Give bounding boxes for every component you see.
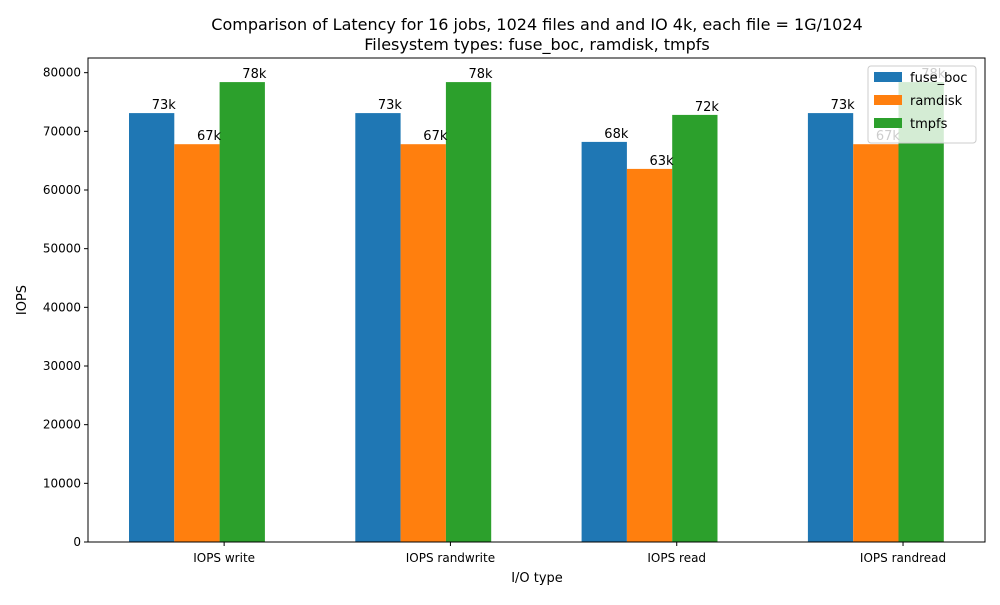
plot-area: 73k73k68k73k67k67k63k67k78k78k72k78k0100…	[43, 57, 986, 565]
legend-swatch-ramdisk	[874, 95, 902, 105]
y-tick-label: 60000	[43, 183, 81, 197]
bar-tmpfs-1	[219, 82, 265, 542]
series-ramdisk	[174, 144, 899, 542]
data-label-tmpfs-1: 78k	[242, 67, 267, 82]
legend-label-tmpfs: tmpfs	[910, 117, 948, 132]
data-label-fuse_boc-2: 73k	[378, 98, 403, 113]
plot-frame	[87, 57, 986, 543]
bar-fuse_boc-1	[129, 113, 175, 542]
y-axis-label: IOPS	[15, 285, 30, 315]
series-tmpfs	[219, 82, 944, 543]
x-axis-label: I/O type	[511, 571, 563, 586]
legend-swatch-fuse_boc	[874, 72, 902, 82]
bar-fuse_boc-4	[807, 113, 854, 542]
y-tick-label: 70000	[43, 124, 81, 138]
x-tick-label: IOPS read	[647, 551, 706, 565]
data-label-fuse_boc-3: 68k	[604, 127, 629, 142]
y-tick-label: 0	[73, 535, 81, 549]
y-tick-label: 20000	[43, 418, 81, 432]
bar-ramdisk-4	[853, 144, 899, 542]
bar-fuse_boc-2	[355, 113, 401, 542]
x-tick-label: IOPS randwrite	[406, 551, 495, 565]
data-label-ramdisk-1: 67k	[197, 129, 222, 144]
bar-ramdisk-3	[626, 168, 673, 542]
y-tick-label: 10000	[43, 476, 81, 490]
data-label-fuse_boc-1: 73k	[152, 98, 177, 113]
y-tick-label: 80000	[43, 66, 81, 80]
bar-ramdisk-1	[174, 144, 220, 542]
legend-swatch-tmpfs	[874, 118, 902, 128]
bar-fuse_boc-3	[581, 141, 627, 542]
bar-tmpfs-2	[445, 82, 492, 542]
data-label-ramdisk-3: 63k	[650, 154, 675, 169]
data-label-ramdisk-2: 67k	[423, 129, 448, 144]
chart-title-line-2: Filesystem types: fuse_boc, ramdisk, tmp…	[364, 35, 709, 55]
legend-label-fuse_boc: fuse_boc	[910, 71, 967, 86]
chart-title-line-1: Comparison of Latency for 16 jobs, 1024 …	[211, 15, 862, 34]
data-label-fuse_boc-4: 73k	[831, 98, 856, 113]
x-tick-label: IOPS write	[193, 551, 255, 565]
data-label-tmpfs-3: 72k	[695, 100, 720, 115]
legend-label-ramdisk: ramdisk	[910, 94, 963, 109]
y-tick-label: 50000	[43, 242, 81, 256]
y-tick-label: 40000	[43, 300, 81, 314]
y-tick-label: 30000	[43, 359, 81, 373]
series-fuse_boc	[129, 113, 854, 542]
bar-tmpfs-3	[672, 114, 718, 543]
bar-ramdisk-2	[400, 144, 446, 542]
bar-tmpfs-4	[898, 82, 944, 542]
data-label-tmpfs-2: 78k	[469, 67, 494, 82]
x-tick-label: IOPS randread	[860, 551, 946, 565]
